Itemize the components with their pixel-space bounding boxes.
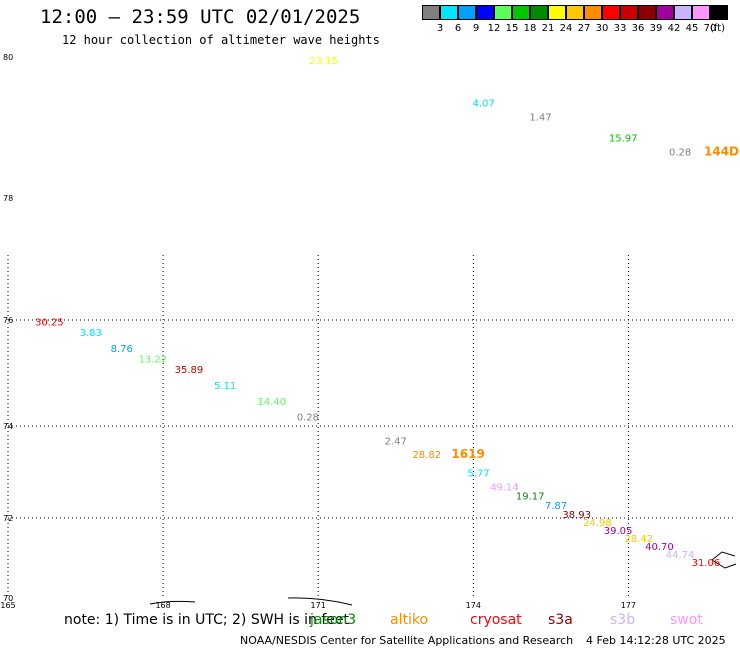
color-scale-label: 24 bbox=[559, 23, 573, 34]
wave-height-label: 31.06 bbox=[692, 558, 721, 569]
color-scale-label: 30 bbox=[595, 23, 609, 34]
wave-height-label: 5.77 bbox=[467, 469, 489, 480]
generation-timestamp: 4 Feb 14:12:28 UTC 2025 bbox=[586, 634, 726, 647]
footer-note: note: 1) Time is in UTC; 2) SWH is in fe… bbox=[64, 612, 350, 628]
wave-height-label: 14.40 bbox=[257, 397, 286, 408]
wave-height-label: 4.07 bbox=[473, 98, 495, 109]
color-scale-swatch bbox=[512, 5, 530, 20]
satellite-legend-item: cryosat bbox=[470, 612, 522, 628]
color-scale-swatch bbox=[566, 5, 584, 20]
color-scale-swatch bbox=[620, 5, 638, 20]
color-scale-label: 9 bbox=[472, 23, 480, 34]
color-scale-label: 42 bbox=[667, 23, 681, 34]
credit-line: NOAA/NESDIS Center for Satellite Applica… bbox=[240, 634, 574, 647]
wave-height-label: 30.25 bbox=[35, 317, 64, 328]
wave-height-label: 44.74 bbox=[666, 550, 695, 561]
x-tick-label: 168 bbox=[155, 601, 170, 610]
wave-height-label: 144D bbox=[704, 145, 739, 159]
wave-height-label: 15.97 bbox=[609, 134, 638, 145]
color-scale-label: 3 bbox=[436, 23, 444, 34]
y-tick-label: 70 bbox=[3, 594, 13, 603]
color-scale-label: 6 bbox=[454, 23, 462, 34]
wave-height-label: 1619 bbox=[451, 447, 484, 461]
x-tick-label: 174 bbox=[466, 601, 481, 610]
color-scale-swatch bbox=[656, 5, 674, 20]
wave-height-label: 2.47 bbox=[385, 436, 407, 447]
wave-height-label: 0.28 bbox=[297, 413, 319, 424]
satellite-legend-item: swot bbox=[670, 612, 703, 628]
color-scale-swatch bbox=[494, 5, 512, 20]
wave-height-label: 35.89 bbox=[175, 365, 204, 376]
color-scale-swatch bbox=[710, 5, 728, 20]
color-scale-swatch bbox=[422, 5, 440, 20]
color-scale-label: 39 bbox=[649, 23, 663, 34]
x-tick-label: 171 bbox=[311, 601, 326, 610]
color-scale-label: 33 bbox=[613, 23, 627, 34]
wave-height-map: 70 72 74 76 78 80 165 168 171 174 177 23.15 4.07 1.47… bbox=[0, 53, 740, 610]
color-scale-swatch bbox=[440, 5, 458, 20]
coastline-fragment bbox=[287, 597, 353, 606]
color-scale-label: 27 bbox=[577, 23, 591, 34]
color-scale-label: 15 bbox=[505, 23, 519, 34]
wave-height-label: 49.14 bbox=[490, 482, 519, 493]
y-tick-label: 74 bbox=[3, 422, 13, 431]
color-scale-swatch bbox=[476, 5, 494, 20]
wave-height-label: 39.05 bbox=[604, 526, 633, 537]
wave-height-label: 3.83 bbox=[80, 328, 102, 339]
wave-height-label: 40.70 bbox=[645, 542, 674, 553]
y-tick-label: 80 bbox=[3, 53, 13, 62]
wave-height-label: 28.82 bbox=[412, 450, 441, 461]
coastline-fragment bbox=[149, 600, 196, 605]
satellite-legend-item: altiko bbox=[390, 612, 429, 628]
footer-legend: note: 1) Time is in UTC; 2) SWH is in fe… bbox=[0, 612, 740, 632]
page-subtitle: 12 hour collection of altimeter wave hei… bbox=[62, 33, 380, 47]
wave-height-label: 24.98 bbox=[583, 518, 612, 529]
x-tick-label: 177 bbox=[621, 601, 636, 610]
satellite-legend-item: s3b bbox=[610, 612, 636, 628]
page-title: 12:00 — 23:59 UTC 02/01/2025 bbox=[40, 6, 361, 28]
color-scale-swatch bbox=[458, 5, 476, 20]
wave-height-label: 7.87 bbox=[545, 501, 567, 512]
color-scale-swatch bbox=[530, 5, 548, 20]
wave-height-label: 16 bbox=[739, 555, 740, 569]
wave-height-label: 13.22 bbox=[138, 354, 167, 365]
wave-height-label: 38.93 bbox=[562, 510, 591, 521]
color-scale-label: 12 bbox=[487, 23, 501, 34]
wave-height-label: 23.15 bbox=[309, 56, 338, 67]
color-scale-label: 18 bbox=[523, 23, 537, 34]
x-tick-label: 165 bbox=[0, 601, 15, 610]
color-scale-label: 45 bbox=[685, 23, 699, 34]
y-tick-label: 72 bbox=[3, 514, 13, 523]
color-scale-swatch bbox=[584, 5, 602, 20]
color-scale-swatch bbox=[638, 5, 656, 20]
y-tick-label: 78 bbox=[3, 194, 13, 203]
y-tick-label: 76 bbox=[3, 316, 13, 325]
color-scale-label: 36 bbox=[631, 23, 645, 34]
satellite-legend-item: jason3 bbox=[310, 612, 357, 628]
color-scale-swatch bbox=[674, 5, 692, 20]
wave-height-label: 8.76 bbox=[111, 344, 133, 355]
wave-height-label: 28.42 bbox=[624, 534, 653, 545]
color-scale-label: 21 bbox=[541, 23, 555, 34]
color-scale-swatch bbox=[548, 5, 566, 20]
color-scale-unit: (ft) bbox=[710, 23, 726, 34]
wave-height-label: 19.17 bbox=[516, 492, 545, 503]
color-scale-label: 70 bbox=[703, 23, 717, 34]
color-scale-swatch bbox=[602, 5, 620, 20]
color-scale-swatch bbox=[692, 5, 710, 20]
wave-height-label: 0.28 bbox=[669, 148, 691, 159]
coastline-fragment bbox=[711, 551, 737, 569]
satellite-legend-item: s3a bbox=[548, 612, 573, 628]
wave-height-label: 1.47 bbox=[529, 112, 551, 123]
wave-height-label: 5.11 bbox=[214, 381, 236, 392]
